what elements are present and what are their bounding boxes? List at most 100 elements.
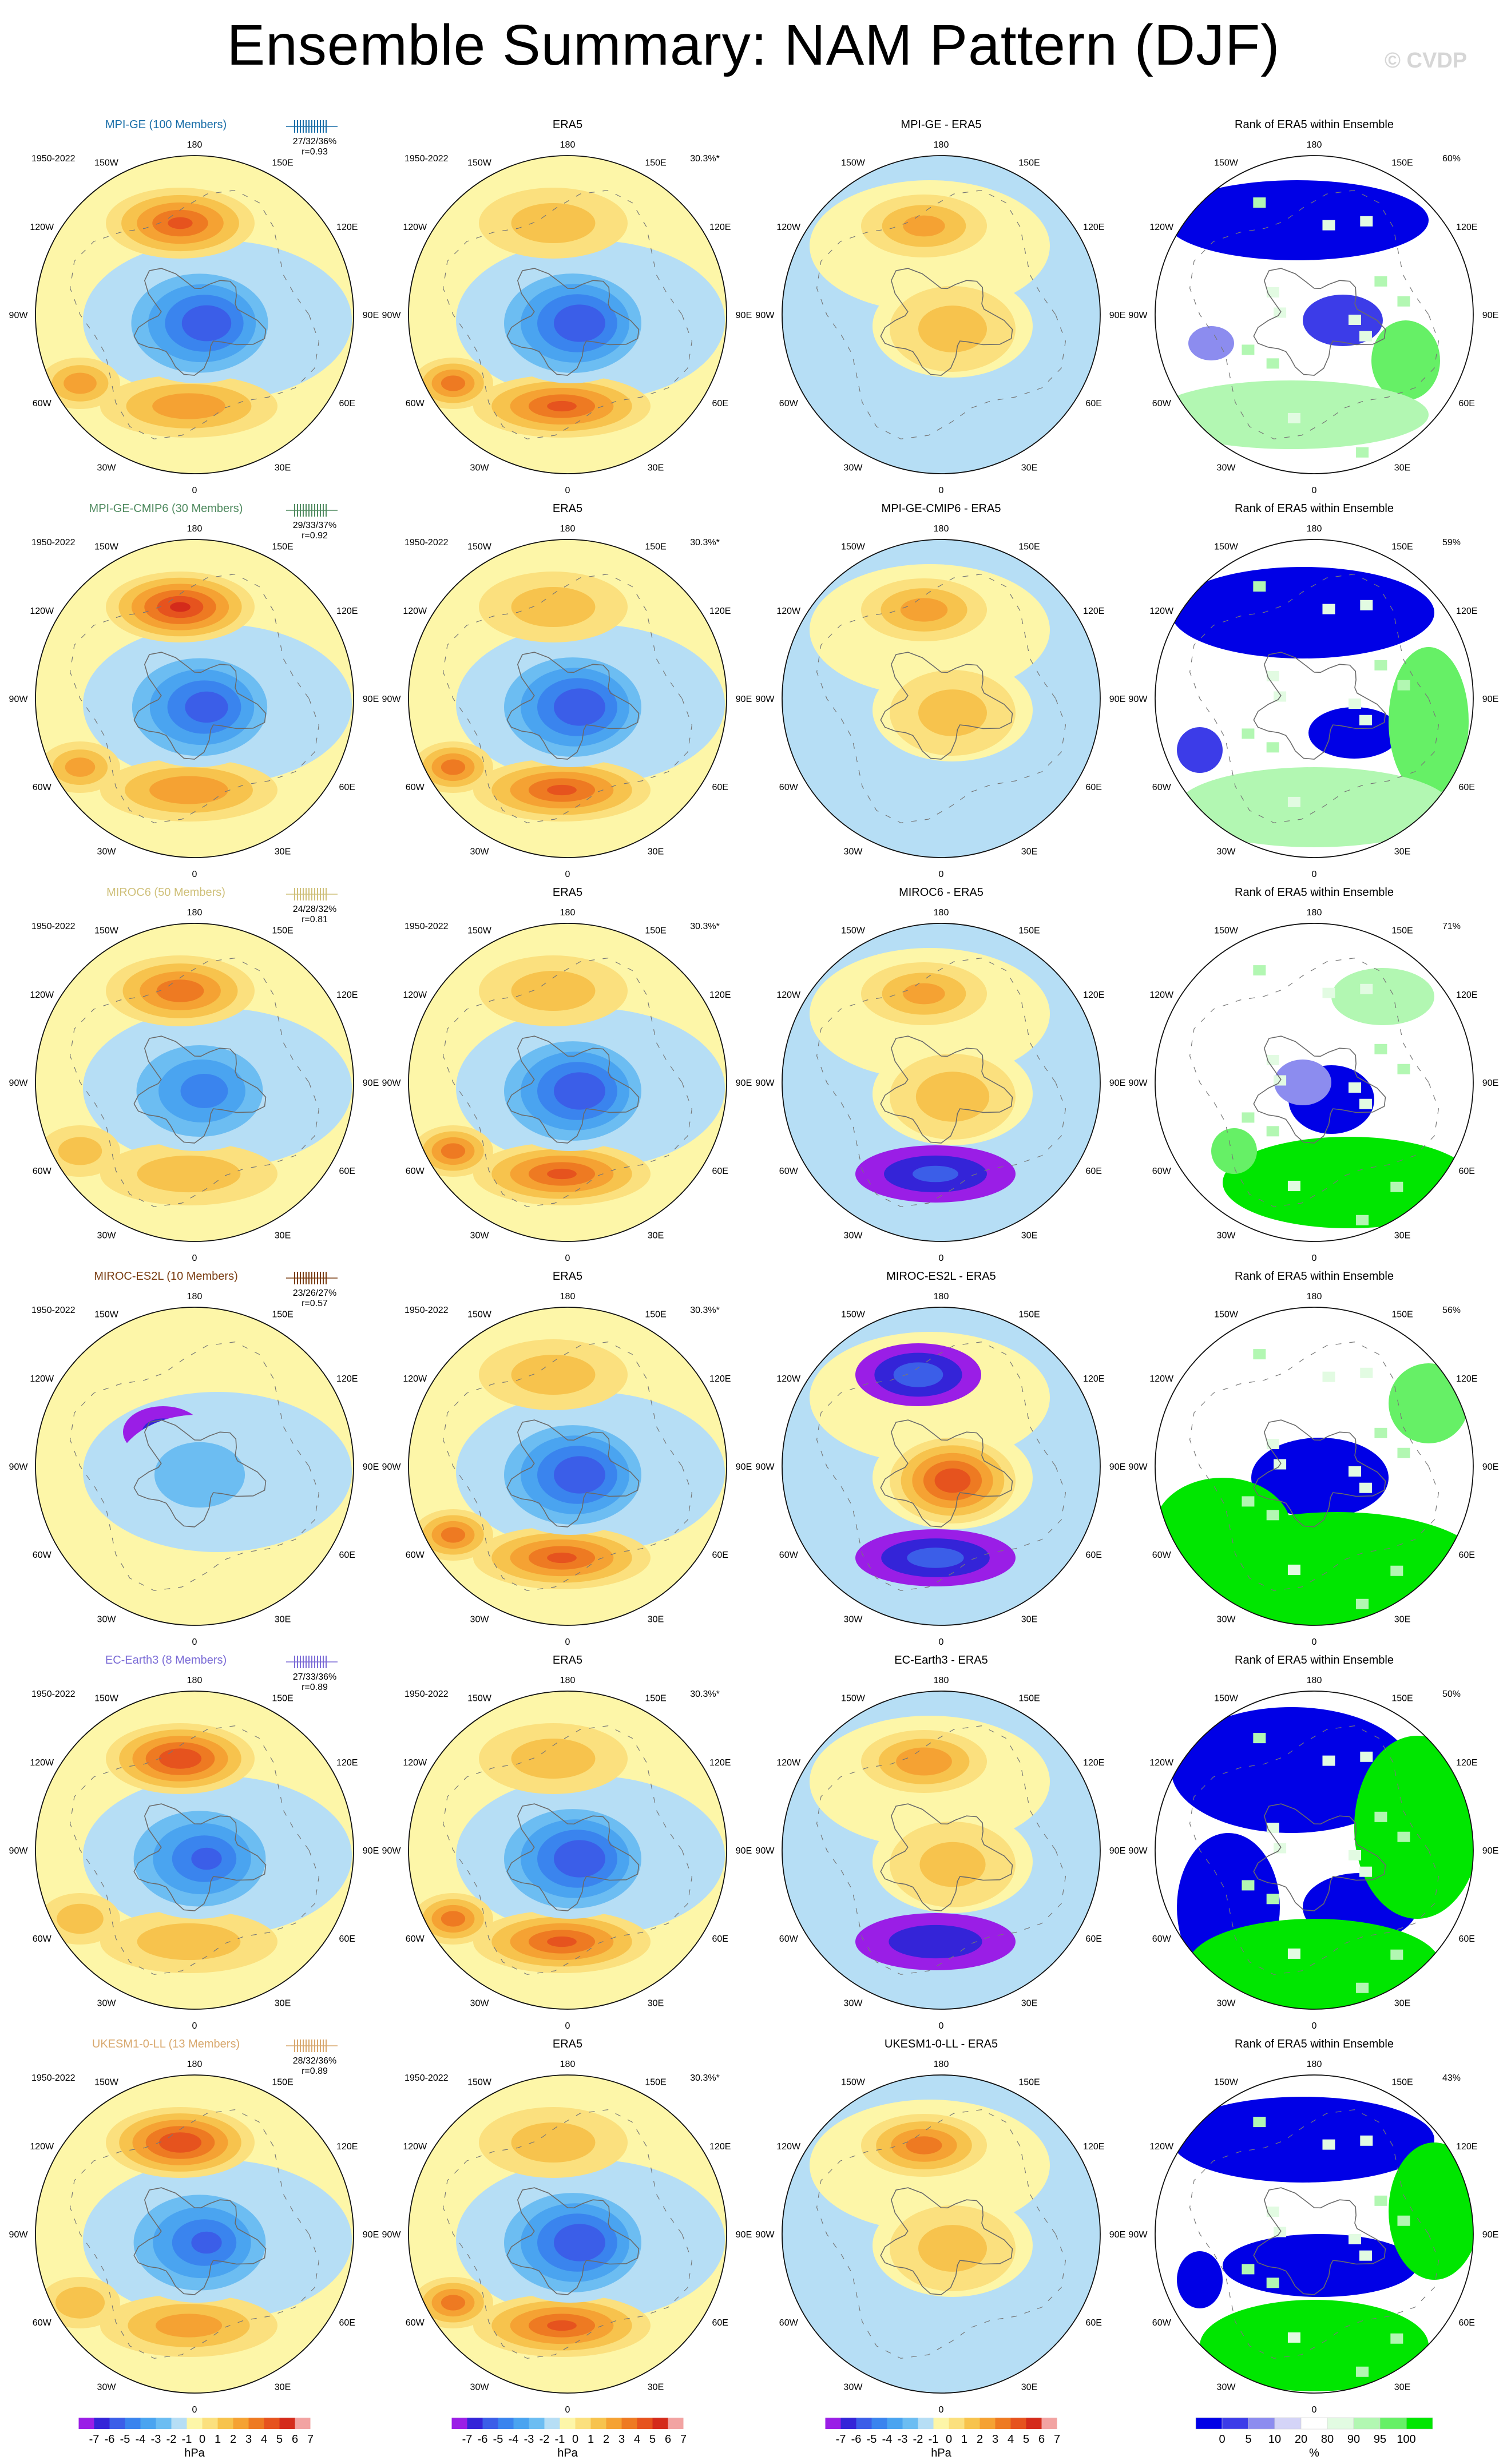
colorbar-swatch	[560, 2418, 576, 2429]
longitude-label-30W: 30W	[844, 847, 863, 857]
longitude-label-60W: 60W	[406, 1934, 425, 1944]
rank-cell	[1360, 2135, 1373, 2146]
colorbar-tick: 95	[1374, 2433, 1386, 2446]
pct-explained: 23/26/27%	[293, 1288, 337, 1298]
longitude-label-60W: 60W	[33, 1166, 52, 1176]
rank-cell	[1322, 1755, 1335, 1766]
longitude-label-120W: 120W	[776, 1374, 801, 1384]
colorbar-swatch	[279, 2418, 295, 2429]
difference-title: MPI-GE - ERA5	[901, 118, 981, 131]
longitude-label-90E: 90E	[363, 2230, 379, 2240]
longitude-label-120E: 120E	[1456, 2142, 1477, 2152]
rank-cell	[1266, 1823, 1279, 1833]
longitude-label-150E: 150E	[645, 926, 666, 935]
longitude-label-0: 0	[939, 1253, 944, 1263]
longitude-label-150E: 150E	[1018, 2077, 1040, 2087]
rank-title: Rank of ERA5 within Ensemble	[1235, 118, 1394, 131]
era5-title: ERA5	[553, 502, 582, 515]
rank-cell	[1242, 728, 1255, 739]
colorbar-tick: 5	[276, 2433, 283, 2446]
colorbar-tick: -4	[882, 2433, 893, 2446]
longitude-label-120E: 120E	[709, 1758, 731, 1768]
map-border	[408, 155, 727, 474]
contour-fill	[149, 776, 228, 804]
longitude-label-30E: 30E	[1394, 1615, 1410, 1625]
colorbar-tick: 20	[1295, 2433, 1307, 2446]
colorbar-tick: -7	[462, 2433, 473, 2446]
colorbar-tick: -6	[105, 2433, 115, 2446]
longitude-label-60E: 60E	[1086, 1934, 1102, 1944]
pattern-correlation: r=0.89	[302, 2066, 328, 2076]
longitude-label-90E: 90E	[363, 1846, 379, 1856]
longitude-label-90W: 90W	[382, 1462, 402, 1472]
rank-title: Rank of ERA5 within Ensemble	[1235, 2038, 1394, 2050]
rank-cell	[1266, 358, 1279, 369]
colorbar-swatch	[964, 2418, 980, 2429]
longitude-label-150W: 150W	[841, 926, 866, 935]
rank-title: Rank of ERA5 within Ensemble	[1235, 1270, 1394, 1283]
era5-title: ERA5	[553, 1270, 582, 1283]
colorbar-tick: -3	[151, 2433, 161, 2446]
longitude-label-150W: 150W	[94, 542, 119, 551]
contour-fill	[57, 1903, 104, 1934]
rank-cell	[1242, 2264, 1255, 2275]
coastline	[69, 1342, 320, 1591]
longitude-label-120W: 120W	[30, 990, 54, 1000]
rank-title: Rank of ERA5 within Ensemble	[1235, 502, 1394, 515]
colorbar-tick: -7	[836, 2433, 846, 2446]
rank-cell	[1349, 1466, 1361, 1477]
map-panel-r2-c1: 180 150E 120E 90E 60E 30E 0 30W 60W 90W 120W 150W ER…	[382, 886, 752, 1263]
longitude-label-150E: 150E	[645, 1693, 666, 1703]
longitude-label-90E: 90E	[736, 1078, 752, 1088]
longitude-label-120W: 120W	[1149, 1374, 1174, 1384]
contour-fill	[554, 1840, 605, 1878]
coastline	[133, 268, 267, 376]
colorbar-tick: 6	[292, 2433, 298, 2446]
rank-cell	[1390, 1181, 1403, 1192]
colorbar-swatch	[979, 2418, 996, 2429]
longitude-label-30E: 30E	[1021, 847, 1037, 857]
rank-region	[1171, 1707, 1411, 1833]
contour-fill	[511, 1354, 596, 1395]
longitude-label-0: 0	[192, 1637, 197, 1647]
contour-fill	[55, 2287, 105, 2319]
rank-cell	[1359, 1482, 1372, 1493]
rank-cell	[1356, 831, 1369, 842]
longitude-label-120W: 120W	[403, 1374, 427, 1384]
longitude-label-150W: 150W	[94, 2077, 119, 2087]
rank-cell	[1253, 581, 1266, 592]
colorbar-rank: 0 5 10 20 80 90 95 100%	[1195, 2417, 1433, 2459]
longitude-label-0: 0	[939, 2021, 944, 2031]
map-border	[1155, 2074, 1474, 2394]
contour-fill	[889, 1925, 982, 1959]
colorbar-swatch	[840, 2418, 856, 2429]
longitude-label-120W: 120W	[30, 1758, 54, 1768]
colorbar-tick: -6	[478, 2433, 488, 2446]
contour-fill	[441, 1911, 466, 1927]
longitude-label-30E: 30E	[275, 1999, 291, 2009]
longitude-label-90E: 90E	[363, 1462, 379, 1472]
longitude-label-90E: 90E	[1109, 2230, 1125, 2240]
longitude-label-0: 0	[192, 2021, 197, 2031]
longitude-label-90W: 90W	[9, 1078, 29, 1088]
colorbar-tick: -7	[89, 2433, 100, 2446]
colorbar-tick: -1	[182, 2433, 192, 2446]
contour-fill	[441, 2295, 466, 2311]
longitude-label-90E: 90E	[1109, 1462, 1125, 1472]
map-border	[408, 2074, 727, 2394]
colorbar-tick: -3	[524, 2433, 534, 2446]
period-label: 1950-2022	[404, 922, 449, 931]
colorbar-swatch	[233, 2418, 249, 2429]
longitude-label-120W: 120W	[776, 990, 801, 1000]
longitude-label-30W: 30W	[470, 1231, 490, 1241]
coastline	[506, 268, 640, 376]
longitude-label-30W: 30W	[1217, 463, 1236, 473]
coastline	[816, 190, 1066, 439]
colorbar-tick: -1	[929, 2433, 939, 2446]
longitude-label-150E: 150E	[645, 2077, 666, 2087]
longitude-label-150W: 150W	[467, 1693, 492, 1703]
longitude-label-150W: 150W	[1214, 926, 1239, 935]
rank-cell	[1374, 2195, 1387, 2206]
period-label: 1950-2022	[404, 1689, 449, 1699]
longitude-label-60E: 60E	[1459, 1166, 1475, 1176]
